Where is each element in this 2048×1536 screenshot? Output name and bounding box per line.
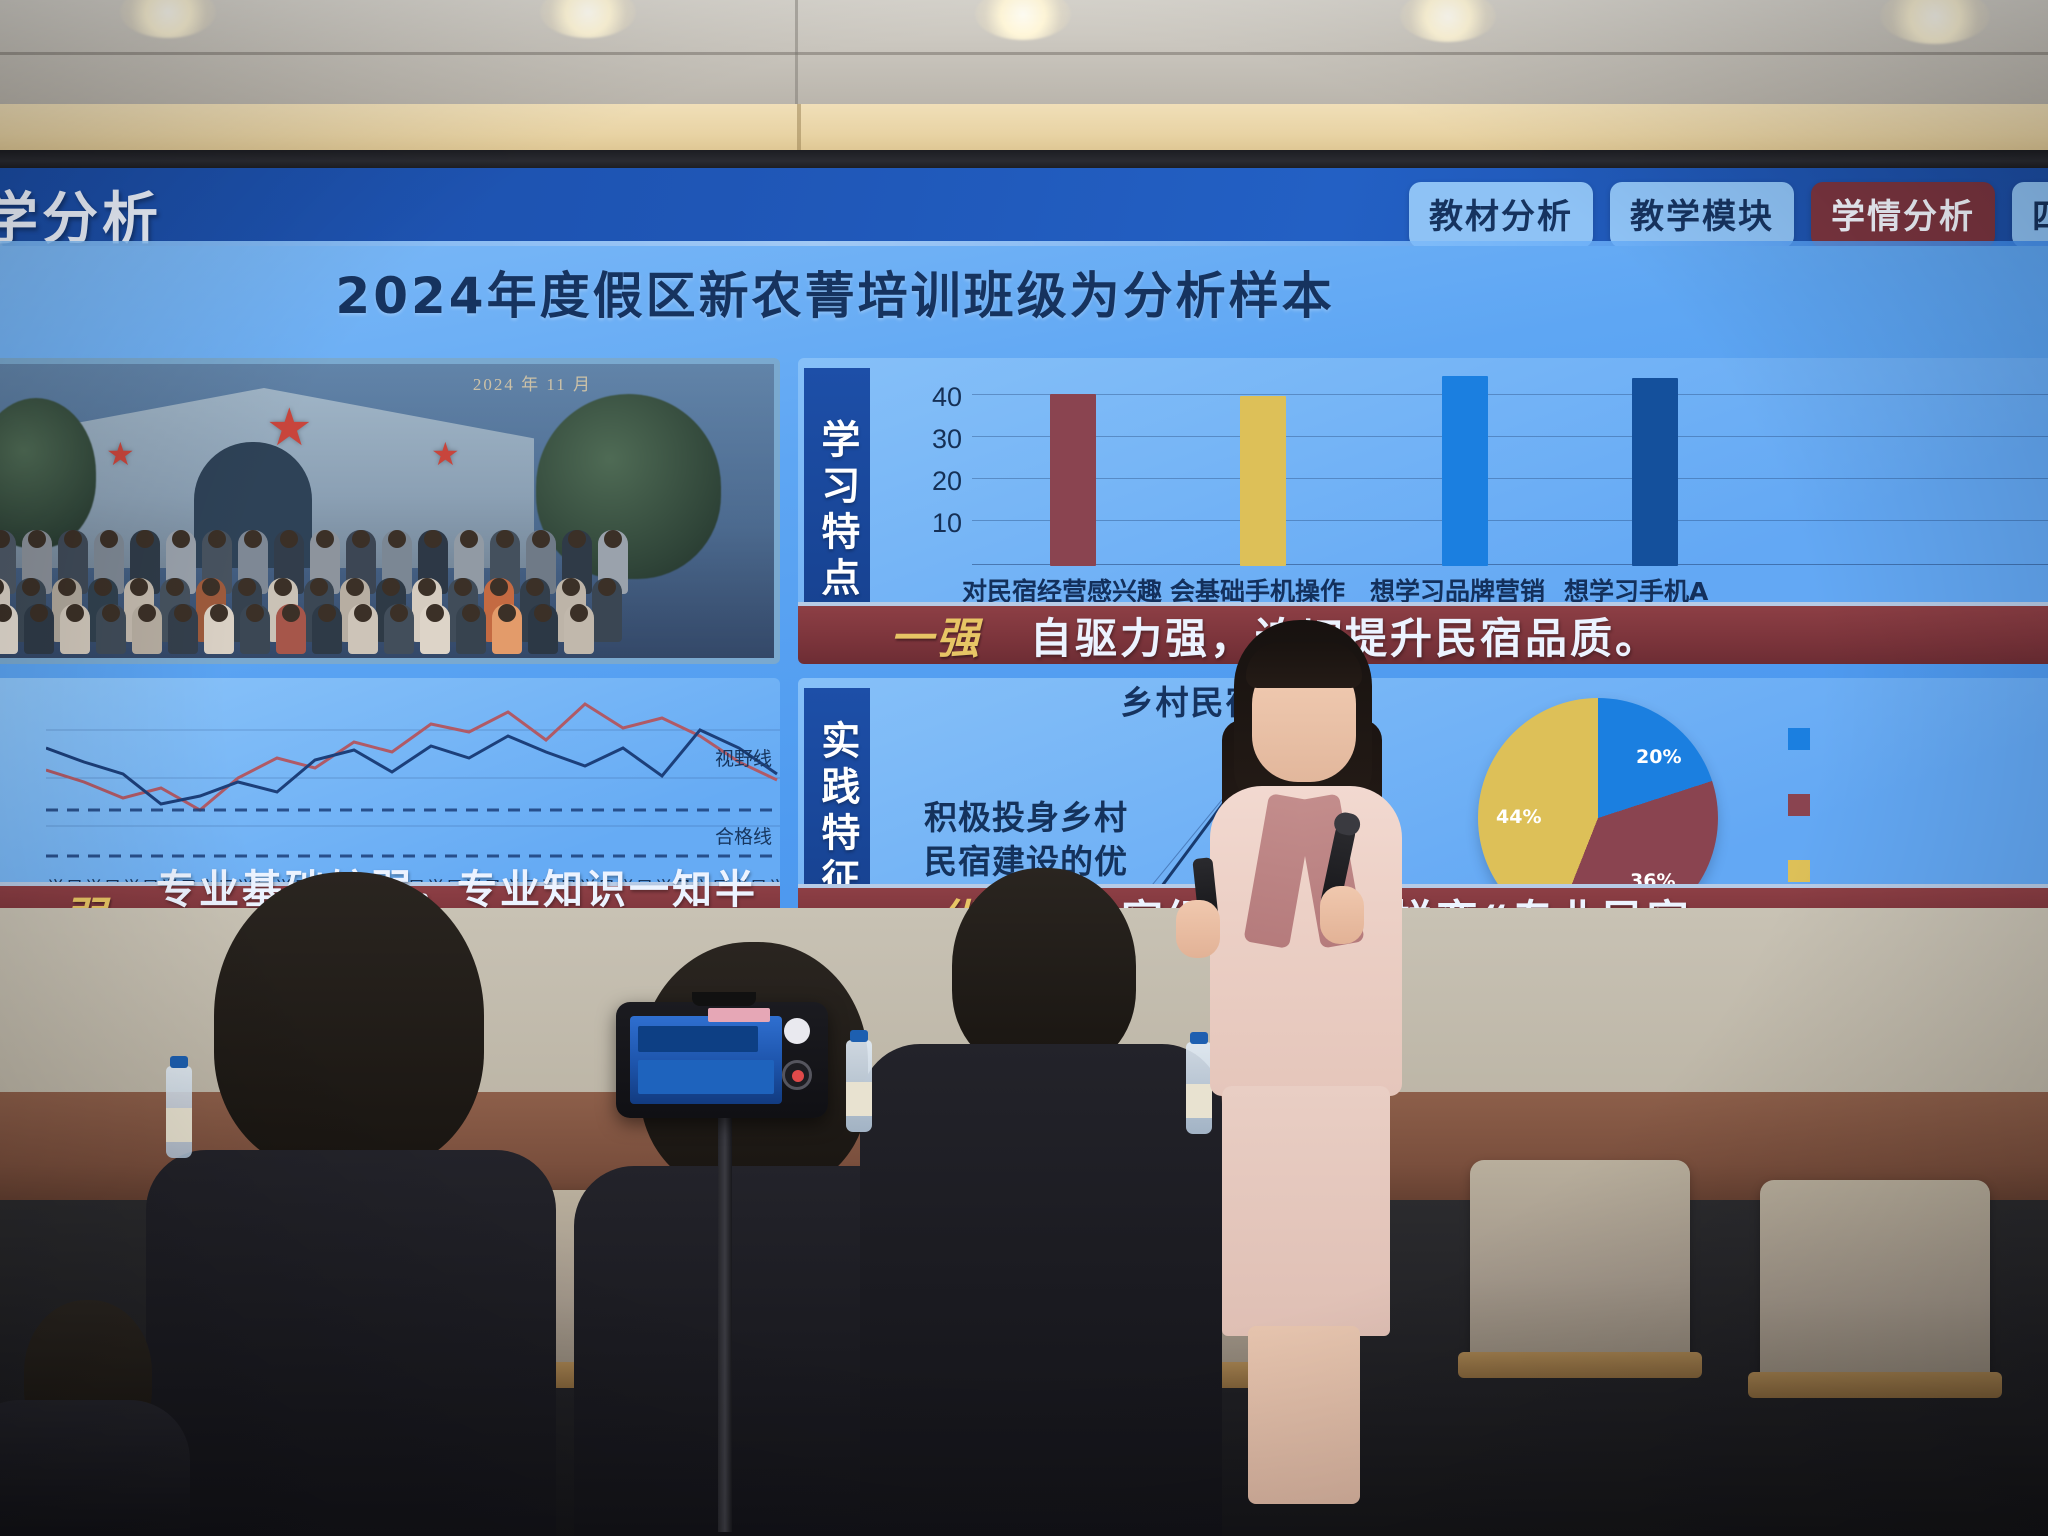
record-button[interactable] [782, 1060, 812, 1090]
slide-body: 2024年度假区新农菁培训班级为分析样本 2024 年 11 月 ★ ★ ★ [0, 246, 2048, 908]
tree [0, 398, 96, 548]
phone-screen[interactable] [630, 1016, 782, 1104]
ceiling-seam-vertical [795, 0, 798, 108]
audience-body [860, 1044, 1222, 1536]
slide-title: 2024年度假区新农菁培训班级为分析样本 [335, 267, 1335, 325]
red-star-icon: ★ [431, 436, 460, 472]
slide-header-title: 学分析 [0, 187, 162, 246]
projection-screen: 学分析 教材分析 教学模块 学情分析 四 2024年度假区新农菁培训班级为分析样… [0, 168, 2048, 908]
red-star-icon: ★ [266, 399, 313, 457]
slide-nav-tabs[interactable]: 教材分析 教学模块 学情分析 四 [1409, 182, 2048, 246]
bar-chart: 40 30 20 10 [898, 376, 2048, 606]
ceiling-light [1400, 0, 1496, 42]
learning-traits-panel: 学习特点 40 30 20 10 [798, 358, 2048, 664]
chair [1458, 1160, 1702, 1378]
group-photo: 2024 年 11 月 ★ ★ ★ [0, 364, 774, 658]
practice-traits-panel: 实践特征 积极投身乡村民宿建设的优秀青年 乡村民宿主理人 15 1 5 0 [798, 678, 2048, 908]
audience-body [146, 1150, 556, 1536]
photo-date-stamp: 2024 年 11 月 [472, 375, 592, 394]
line-chart [46, 702, 780, 858]
recording-phone[interactable] [616, 992, 828, 1118]
presenter-legs [1248, 1326, 1360, 1504]
legend-swatch-icon-red [1788, 794, 1810, 816]
crowd-row-front [0, 604, 594, 654]
chair [1748, 1180, 2002, 1398]
sidetab-practice-traits-label: 实践特征 [814, 720, 860, 904]
learning-traits-banner: 一强 自驱力强，迫切提升民宿品质。 [798, 602, 2048, 664]
gridline [972, 394, 2048, 395]
y-tick-40: 40 [931, 382, 962, 412]
pie-label-44: 44% [1496, 806, 1542, 828]
gridline [972, 520, 2048, 521]
bar-label-2: 想学习品牌营销 [1370, 577, 1546, 606]
audience-body [0, 1400, 190, 1536]
axis-baseline [972, 564, 2048, 565]
pie-chart: 20% 36% 44% [1478, 698, 1728, 908]
reference-line-visual-label: 视野线 [714, 749, 772, 770]
presenter [1176, 600, 1404, 1504]
water-bottle [166, 1056, 192, 1158]
legend-swatch-icon-blue [1788, 728, 1810, 750]
bar-1 [1240, 396, 1286, 566]
banner-key-weakness: 弱 [62, 884, 108, 908]
sidetab-learning-traits-label: 学习特点 [814, 419, 860, 603]
sidetab-practice-traits: 实践特征 [804, 688, 870, 908]
phone-front-camera-icon [784, 1018, 810, 1044]
pie-label-20: 20% [1636, 746, 1682, 768]
gridline [972, 436, 2048, 437]
legend-swatch-icon-gold [1788, 860, 1810, 882]
bar-chart-plot: 对民宿经营感兴趣 会基础手机操作 想学习品牌营销 想学习手机A [962, 376, 2048, 606]
presenter-fringe [1246, 642, 1362, 688]
bar-2 [1442, 376, 1488, 566]
red-star-icon: ★ [106, 436, 135, 472]
water-bottle [846, 1030, 872, 1132]
presenter-hand-left [1176, 900, 1220, 958]
bar-label-3: 想学习手机A [1564, 577, 1709, 606]
ceiling-seam [0, 52, 2048, 55]
tab-teaching-module[interactable]: 教学模块 [1610, 182, 1794, 246]
slide-header: 学分析 教材分析 教学模块 学情分析 四 [0, 168, 2048, 246]
tab-learner-analysis[interactable]: 学情分析 [1811, 182, 1995, 246]
audience-head [952, 868, 1136, 1072]
ceiling-light [1880, 0, 1990, 44]
phone-indicator [708, 1008, 770, 1022]
phone-notch [692, 992, 756, 1006]
bar-3 [1632, 378, 1678, 566]
bar-label-1: 会基础手机操作 [1170, 577, 1346, 606]
presenter-hand-right [1320, 886, 1364, 944]
gridline [972, 478, 2048, 479]
bar-label-0: 对民宿经营感兴趣 [962, 577, 1163, 606]
tripod-pole [718, 1072, 732, 1532]
y-tick-20: 20 [931, 466, 962, 496]
tab-teaching-material[interactable]: 教材分析 [1409, 182, 1593, 246]
reference-line-pass-label: 合格线 [714, 827, 772, 848]
series-line-professional-standards [46, 702, 778, 812]
y-tick-10: 10 [931, 508, 962, 538]
bar-0 [1050, 394, 1096, 566]
series-line-aesthetic-literacy [46, 728, 778, 806]
ceiling-light [975, 0, 1071, 40]
y-tick-30: 30 [931, 424, 962, 454]
banner-key-strength: 一强 [890, 614, 982, 664]
pie-chart-circle [1478, 698, 1718, 908]
water-bottle [1186, 1032, 1212, 1134]
screen-bezel [0, 150, 2048, 172]
bar-chart-y-axis: 40 30 20 10 [898, 376, 962, 566]
pie-chart-legend [1788, 728, 1810, 882]
audience-head [214, 872, 484, 1172]
tab-fourth-clipped[interactable]: 四 [2012, 182, 2048, 246]
group-photo-panel: 2024 年 11 月 ★ ★ ★ [0, 358, 780, 664]
presenter-skirt [1222, 1086, 1390, 1336]
banner-text-weakness: 专业基础较弱，专业知识一知半解。 [156, 867, 758, 908]
wall-band-seam [797, 104, 801, 160]
